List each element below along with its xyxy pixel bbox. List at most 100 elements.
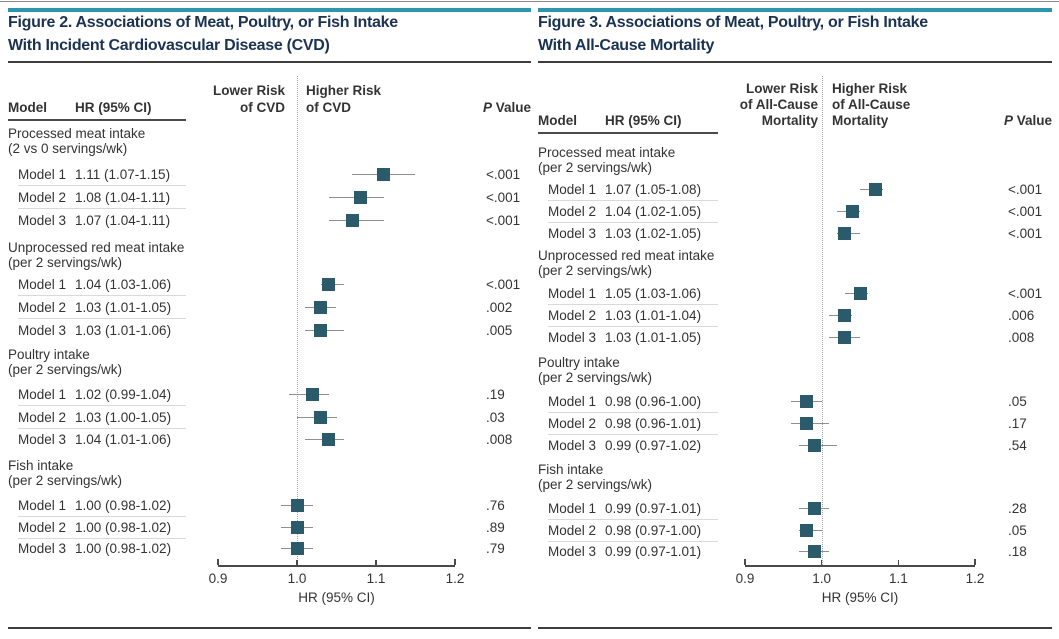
p-value: .19 [486,387,505,402]
p-value: .006 [1008,308,1035,323]
model-label: Model 3 [18,541,67,556]
column-header-p-value: P Value [482,100,531,115]
hr-marker [838,331,852,344]
x-axis-tick [744,559,746,565]
higher-risk-label-line: of All-Cause [832,97,911,112]
x-axis-tick-label: 0.9 [735,571,755,586]
row-divider [548,325,718,327]
hr-ci-text: 1.00 (0.98-1.02) [75,541,172,556]
figure2-bottom-rule [8,627,531,629]
hr-ci-text: 1.03 (1.01-1.06) [75,323,172,338]
model-label: Model 1 [548,394,597,409]
hr-marker [868,183,882,196]
hr-ci-text: 1.03 (1.02-1.05) [605,226,702,241]
row-divider [18,317,186,319]
reference-line [821,76,823,565]
model-label: Model 2 [18,190,67,205]
hr-ci-text: 1.03 (1.00-1.05) [75,410,172,425]
p-value: .05 [1008,394,1027,409]
row-divider [548,411,718,413]
hr-ci-text: 0.98 (0.97-1.00) [605,523,702,538]
p-value: .79 [486,541,505,556]
figure2-title-line1: Figure 2. Associations of Meat, Poultry,… [8,14,398,31]
row-divider [18,515,186,517]
figure3-panel: Figure 3. Associations of Meat, Poultry,… [538,0,1052,639]
model-label: Model 3 [548,438,597,453]
model-label: Model 1 [18,498,67,513]
figure2-accent-bar [8,8,531,12]
x-axis-title: HR (95% CI) [821,590,899,605]
p-value: <.001 [1008,226,1043,241]
reference-line [297,76,298,565]
p-value: <.001 [486,277,521,292]
model-label: Model 2 [18,520,67,535]
row-divider [18,537,186,539]
hr-ci-text: 0.99 (0.97-1.02) [605,438,702,453]
page-top-rule [0,1,1059,2]
hr-ci-text: 0.99 (0.97-1.01) [605,544,702,559]
p-value: <.001 [1008,182,1043,197]
x-axis-tick-label: 1.1 [888,571,908,586]
x-axis-tick-label: 0.9 [208,571,228,586]
p-value: .005 [486,323,513,338]
group-sub-label: (per 2 servings/wk) [538,160,653,175]
model-label: Model 1 [548,286,597,301]
p-value: .89 [486,520,505,535]
group-label: Poultry intake [8,347,90,362]
x-axis-tick [820,560,823,565]
lower-risk-label-line: of All-Cause [739,97,818,112]
model-hr-header-underline [538,132,718,134]
hr-marker [345,214,359,227]
x-axis-tick-label: 1.0 [287,571,307,586]
hr-ci-text: 0.99 (0.97-1.01) [605,501,702,516]
group-sub-label: (per 2 servings/wk) [8,255,123,270]
hr-ci-text: 1.02 (0.99-1.04) [75,387,172,402]
p-value: .05 [1008,523,1027,538]
model-label: Model 2 [18,410,67,425]
hr-marker [838,227,852,240]
hr-marker [807,545,821,558]
hr-marker [799,395,813,408]
p-value: <.001 [1008,286,1043,301]
model-label: Model 1 [548,501,597,516]
x-axis-line [218,565,455,567]
model-label: Model 3 [18,432,67,447]
column-header-hr: HR (95% CI) [75,100,152,115]
model-label: Model 1 [18,387,67,402]
x-axis-title: HR (95% CI) [298,590,375,605]
row-divider [548,199,718,201]
model-label: Model 2 [548,416,597,431]
model-label: Model 3 [548,544,597,559]
x-axis-tick-label: 1.2 [965,571,985,586]
model-label: Model 2 [548,308,597,323]
group-sub-label: (per 2 servings/wk) [538,477,653,492]
hr-marker [290,521,304,534]
group-label: Unprocessed red meat intake [538,248,715,263]
figure3-accent-bar [538,8,1052,12]
model-label: Model 1 [548,182,597,197]
lower-risk-label-line: Mortality [761,113,818,128]
model-label: Model 2 [18,300,67,315]
p-value: .03 [486,410,505,425]
group-label: Fish intake [538,462,604,477]
p-value: .76 [486,498,505,513]
x-axis-tick [974,559,976,565]
lower-risk-label-line: Lower Risk [212,83,285,98]
figure2-title-line2: With Incident Cardiovascular Disease (CV… [8,37,330,54]
lower-risk-label-line: of CVD [240,99,285,115]
row-divider [548,518,718,520]
p-value: .18 [1008,544,1027,559]
row-divider [548,433,718,435]
model-label: Model 3 [18,213,67,228]
hr-ci-text: 1.03 (1.01-1.05) [605,330,702,345]
lower-risk-label-line: Lower Risk [745,81,818,96]
hr-ci-text: 1.00 (0.98-1.02) [75,498,172,513]
figure3-title-rule [538,61,1052,63]
row-divider [18,404,186,406]
column-header-hr: HR (95% CI) [605,113,682,128]
x-axis-tick [375,560,377,565]
p-value: <.001 [486,190,521,205]
hr-ci-text: 1.00 (0.98-1.02) [75,520,172,535]
hr-ci-text: 1.05 (1.03-1.06) [605,286,702,301]
